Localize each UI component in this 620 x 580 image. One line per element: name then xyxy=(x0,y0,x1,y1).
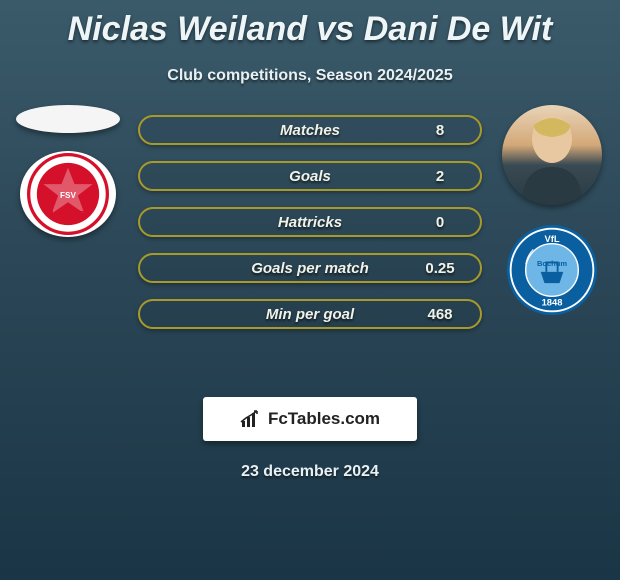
right-player-column: VfL 1848 Bochum xyxy=(492,105,612,317)
svg-text:FSV: FSV xyxy=(60,191,76,200)
svg-text:MAINZ: MAINZ xyxy=(50,210,86,222)
player-photo-right xyxy=(502,105,602,205)
stat-right-value: 0 xyxy=(400,214,480,231)
stat-right-value: 468 xyxy=(400,306,480,323)
stat-row-goals-per-match: Goals per match 0.25 xyxy=(138,253,482,283)
club-badge-bochum: VfL 1848 Bochum xyxy=(502,223,602,317)
subtitle: Club competitions, Season 2024/2025 xyxy=(0,67,620,85)
comparison-panel: MAINZ FSV VfL 1848 Bochum xyxy=(0,115,620,365)
page-title: Niclas Weiland vs Dani De Wit xyxy=(0,0,620,49)
branding-badge: FcTables.com xyxy=(203,397,417,441)
stat-label: Min per goal xyxy=(220,306,400,323)
stat-row-hattricks: Hattricks 0 xyxy=(138,207,482,237)
stat-row-min-per-goal: Min per goal 468 xyxy=(138,299,482,329)
stat-label: Matches xyxy=(220,122,400,139)
stat-label: Goals per match xyxy=(220,260,400,277)
stat-right-value: 8 xyxy=(400,122,480,139)
svg-text:1848: 1848 xyxy=(542,297,563,308)
club-badge-mainz: MAINZ FSV xyxy=(20,151,116,237)
stats-list: Matches 8 Goals 2 Hattricks 0 Goals per … xyxy=(138,115,482,329)
stat-right-value: 0.25 xyxy=(400,260,480,277)
player-silhouette-icon xyxy=(502,105,602,205)
stat-label: Goals xyxy=(220,168,400,185)
stat-row-matches: Matches 8 xyxy=(138,115,482,145)
left-player-column: MAINZ FSV xyxy=(8,105,128,237)
bochum-logo-icon: VfL 1848 Bochum xyxy=(502,223,602,317)
branding-text: FcTables.com xyxy=(268,409,380,429)
svg-text:Bochum: Bochum xyxy=(537,259,567,268)
mainz-logo-icon: MAINZ FSV xyxy=(27,153,109,235)
chart-icon xyxy=(240,409,262,429)
svg-text:VfL: VfL xyxy=(544,233,559,244)
stat-label: Hattricks xyxy=(220,214,400,231)
player-photo-left xyxy=(16,105,120,133)
stat-right-value: 2 xyxy=(400,168,480,185)
stat-row-goals: Goals 2 xyxy=(138,161,482,191)
date-label: 23 december 2024 xyxy=(0,463,620,481)
